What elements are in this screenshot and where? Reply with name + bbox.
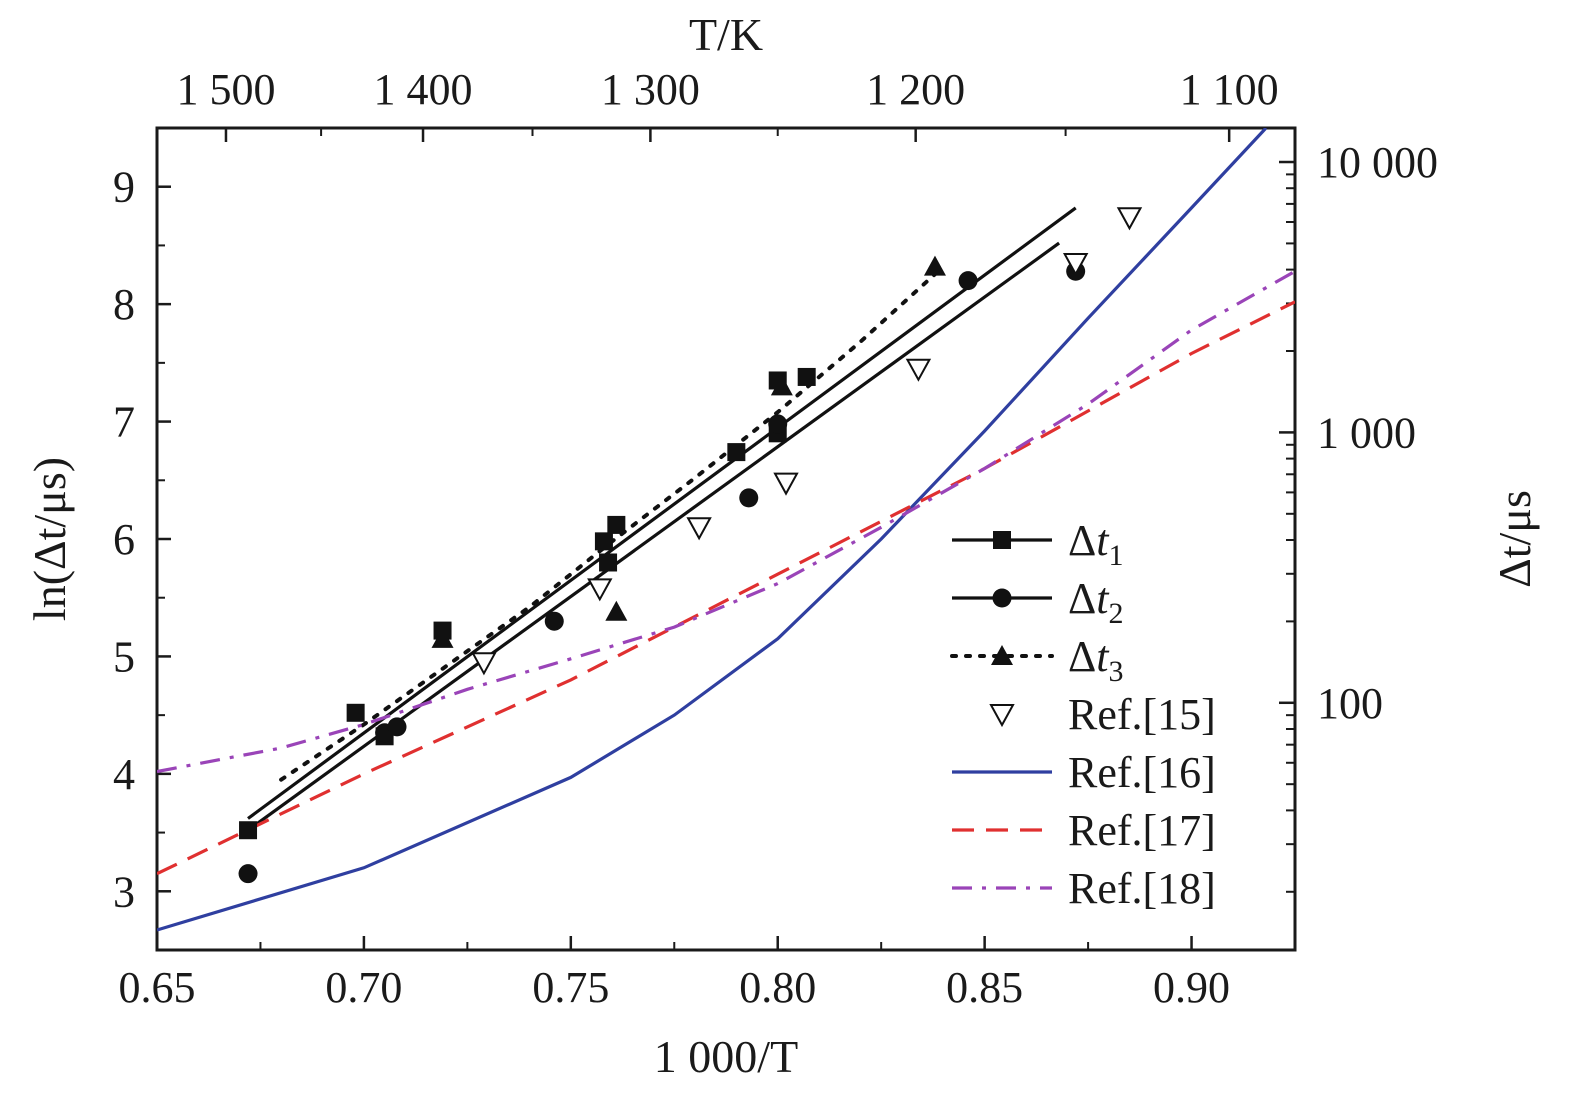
y-tick-label: 5 <box>113 632 135 681</box>
x-tick-label: 0.85 <box>946 963 1023 1012</box>
data-point-series-0 <box>599 553 618 572</box>
y-tick-label: 9 <box>113 163 135 212</box>
y-tick-label: 6 <box>113 515 135 564</box>
series-line-1 <box>247 241 1061 832</box>
data-point-series-1 <box>544 611 564 631</box>
top-axis-title: T/K <box>689 9 763 60</box>
legend-label-6: Ref.[18] <box>1068 864 1216 913</box>
legend-label-1: Δt2 <box>1068 574 1124 630</box>
legend-label-4: Ref.[16] <box>1068 748 1216 797</box>
y-axis-title: ln(Δt/μs) <box>24 457 75 621</box>
legend-label-3: Ref.[15] <box>1068 690 1216 739</box>
x-tick-label: 0.70 <box>325 963 402 1012</box>
markers-layer <box>238 207 1143 884</box>
x-tick-label: 0.65 <box>119 963 196 1012</box>
series-line-5 <box>157 300 1295 876</box>
y-tick-label: 7 <box>113 398 135 447</box>
data-point-series-3 <box>587 578 613 602</box>
data-point-series-3 <box>686 517 712 541</box>
legend-marker-1 <box>992 588 1012 608</box>
data-point-series-2 <box>605 600 628 621</box>
right-tick-label: 1 000 <box>1317 408 1416 457</box>
data-point-series-3 <box>773 472 799 496</box>
data-point-series-1 <box>739 488 759 508</box>
data-point-series-2 <box>923 255 946 276</box>
data-point-series-0 <box>797 367 816 386</box>
data-point-series-0 <box>727 443 746 462</box>
data-point-series-0 <box>239 821 258 840</box>
right-tick-label: 10 000 <box>1317 138 1438 187</box>
legend-marker-3 <box>989 704 1015 728</box>
right-tick-label: 100 <box>1317 679 1383 728</box>
legend-label-5: Ref.[17] <box>1068 806 1216 855</box>
y-tick-label: 3 <box>113 867 135 916</box>
series-line-4 <box>157 128 1268 932</box>
x-tick-label: 0.80 <box>739 963 816 1012</box>
legend-marker-2 <box>991 645 1013 665</box>
legend-label-2: Δt3 <box>1068 632 1124 688</box>
right-axis-title: Δt/μs <box>1489 490 1540 588</box>
top-tick-label: 1 200 <box>866 65 965 114</box>
top-tick-label: 1 400 <box>374 65 473 114</box>
legend-label-0: Δt1 <box>1068 516 1124 572</box>
y-tick-label: 8 <box>113 280 135 329</box>
x-tick-label: 0.75 <box>532 963 609 1012</box>
x-tick-label: 0.90 <box>1153 963 1230 1012</box>
data-point-series-3 <box>905 358 932 382</box>
data-point-series-2 <box>431 627 454 648</box>
data-point-series-0 <box>607 515 626 534</box>
series-line-6 <box>157 269 1295 774</box>
top-tick-label: 1 300 <box>601 65 700 114</box>
top-tick-label: 1 500 <box>176 65 275 114</box>
legend-marker-0 <box>993 531 1011 549</box>
tick-labels: 0.65 0.70 0.75 0.80 0.85 0.90 3 4 5 6 7 8 9 1 500 1 40… <box>113 65 1438 1012</box>
data-point-series-2 <box>770 375 793 396</box>
data-point-series-1 <box>387 717 407 737</box>
data-point-series-3 <box>1116 207 1143 231</box>
data-point-series-0 <box>594 532 613 551</box>
series-line-0 <box>247 206 1077 820</box>
top-tick-label: 1 100 <box>1180 65 1279 114</box>
data-point-series-1 <box>238 864 258 884</box>
x-axis-title: 1 000/T <box>654 1031 798 1082</box>
data-point-series-1 <box>768 414 788 434</box>
data-point-series-3 <box>1062 253 1089 277</box>
data-point-series-3 <box>471 652 497 676</box>
y-tick-label: 4 <box>113 750 135 799</box>
data-point-series-1 <box>958 271 978 291</box>
data-point-series-0 <box>346 703 365 722</box>
axis-ticks <box>155 127 1295 951</box>
